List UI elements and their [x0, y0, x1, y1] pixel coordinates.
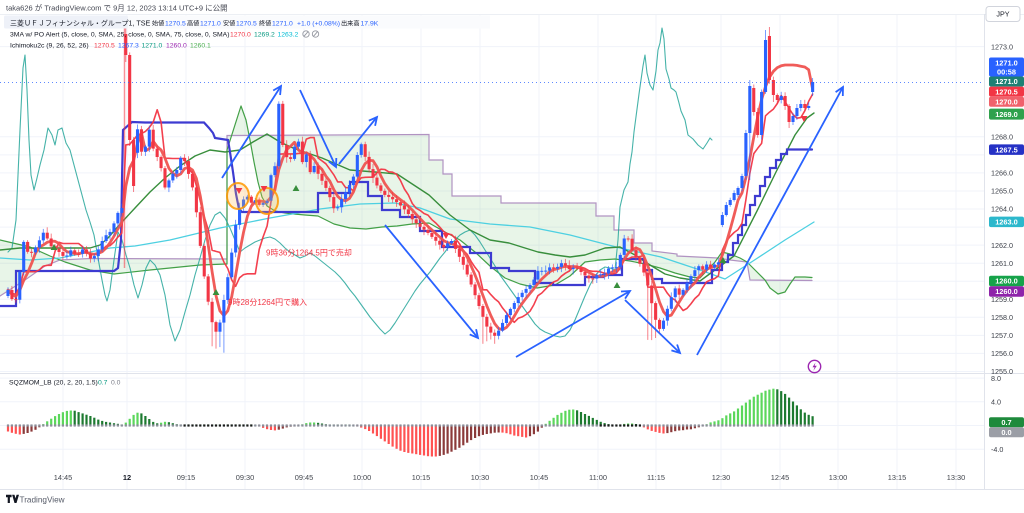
svg-text:1267.5: 1267.5: [995, 145, 1018, 154]
svg-text:1269.2: 1269.2: [254, 32, 275, 39]
svg-text:4.0: 4.0: [991, 398, 1001, 407]
svg-text:0.0: 0.0: [1001, 428, 1011, 437]
svg-text:1255.0: 1255.0: [991, 367, 1013, 376]
svg-text:1271.0: 1271.0: [272, 21, 293, 28]
svg-text:1260.0: 1260.0: [995, 287, 1018, 296]
svg-text:1270.5: 1270.5: [236, 21, 257, 28]
svg-text:1270.5: 1270.5: [94, 43, 115, 50]
svg-text:1264.0: 1264.0: [991, 205, 1013, 214]
svg-text:1257.0: 1257.0: [991, 331, 1013, 340]
svg-text:00:58: 00:58: [997, 68, 1016, 77]
svg-text:9時36分1264.5円で売却: 9時36分1264.5円で売却: [266, 248, 352, 258]
svg-text:1260.1: 1260.1: [190, 43, 211, 50]
svg-text:0.0: 0.0: [111, 380, 121, 387]
svg-text:1267.3: 1267.3: [118, 43, 139, 50]
svg-text:0.7: 0.7: [1001, 418, 1011, 427]
svg-text:1259.0: 1259.0: [991, 295, 1013, 304]
svg-text:TradingView: TradingView: [20, 496, 65, 505]
svg-text:1270.0: 1270.0: [230, 32, 251, 39]
svg-text:09:45: 09:45: [295, 473, 314, 482]
svg-text:13:15: 13:15: [888, 473, 907, 482]
svg-text:1260.0: 1260.0: [995, 277, 1018, 286]
svg-text:1265.0: 1265.0: [991, 187, 1013, 196]
svg-text:11:15: 11:15: [647, 473, 665, 482]
svg-text:三菱ＵＦＪフィナンシャル・グループ: 三菱ＵＦＪフィナンシャル・グループ: [10, 19, 128, 28]
svg-text:-4.0: -4.0: [991, 445, 1003, 454]
svg-text:13:30: 13:30: [947, 473, 966, 482]
svg-text:11:00: 11:00: [589, 473, 607, 482]
svg-text:安値: 安値: [223, 20, 235, 28]
svg-text:1256.0: 1256.0: [991, 349, 1013, 358]
svg-text:10:30: 10:30: [471, 473, 490, 482]
svg-text:+1.0 (+0.08%): +1.0 (+0.08%): [297, 21, 340, 28]
svg-text:09:30: 09:30: [236, 473, 255, 482]
svg-text:1258.0: 1258.0: [991, 313, 1013, 322]
svg-text:17.9K: 17.9K: [361, 21, 379, 28]
svg-text:1270.0: 1270.0: [995, 97, 1018, 106]
svg-text:1263.0: 1263.0: [995, 218, 1018, 227]
svg-text:1260.0: 1260.0: [166, 43, 187, 50]
svg-text:1271.0: 1271.0: [995, 77, 1018, 86]
svg-text:1266.0: 1266.0: [991, 169, 1013, 178]
svg-text:12: 12: [123, 473, 131, 482]
svg-text:SQZMOM_LB (20, 2, 20, 1.5): SQZMOM_LB (20, 2, 20, 1.5): [9, 380, 98, 387]
svg-text:終値: 終値: [259, 20, 271, 28]
svg-text:10:00: 10:00: [353, 473, 372, 482]
svg-text:taka626 が TradingView.com で 9月: taka626 が TradingView.com で 9月 12, 2023 …: [6, 3, 228, 13]
svg-text:1, TSE: 1, TSE: [129, 19, 151, 28]
svg-text:10:15: 10:15: [412, 473, 431, 482]
svg-text:14:45: 14:45: [54, 473, 73, 482]
svg-text:3MA w/ PO Alert (5, close, 0,: 3MA w/ PO Alert (5, close, 0, SMA, 25, c…: [10, 32, 229, 39]
svg-text:1263.2: 1263.2: [278, 32, 299, 39]
svg-text:1273.0: 1273.0: [991, 42, 1013, 51]
svg-text:1269.0: 1269.0: [995, 110, 1018, 119]
svg-text:13:00: 13:00: [829, 473, 848, 482]
svg-text:JPY: JPY: [996, 10, 1009, 19]
svg-text:始値: 始値: [152, 20, 164, 28]
svg-text:0.7: 0.7: [98, 380, 108, 387]
svg-text:10:45: 10:45: [530, 473, 549, 482]
svg-text:12:30: 12:30: [712, 473, 731, 482]
svg-text:出来高: 出来高: [341, 20, 360, 28]
svg-text:1261.0: 1261.0: [991, 259, 1013, 268]
svg-text:1271.0: 1271.0: [142, 43, 163, 50]
svg-text:1268.0: 1268.0: [991, 133, 1013, 142]
svg-text:1270.5: 1270.5: [995, 87, 1018, 96]
svg-text:1271.0: 1271.0: [995, 59, 1018, 68]
svg-text:09:15: 09:15: [177, 473, 196, 482]
svg-text:8.0: 8.0: [991, 374, 1001, 383]
svg-text:Ichimoku2c (9, 26, 52, 26): Ichimoku2c (9, 26, 52, 26): [10, 43, 89, 50]
svg-text:1270.5: 1270.5: [165, 21, 186, 28]
svg-text:9時28分1264円で購入: 9時28分1264円で購入: [228, 297, 307, 307]
svg-text:1271.0: 1271.0: [200, 21, 221, 28]
svg-text:1262.0: 1262.0: [991, 241, 1013, 250]
svg-text:12:45: 12:45: [771, 473, 790, 482]
svg-text:高値: 高値: [187, 20, 199, 28]
